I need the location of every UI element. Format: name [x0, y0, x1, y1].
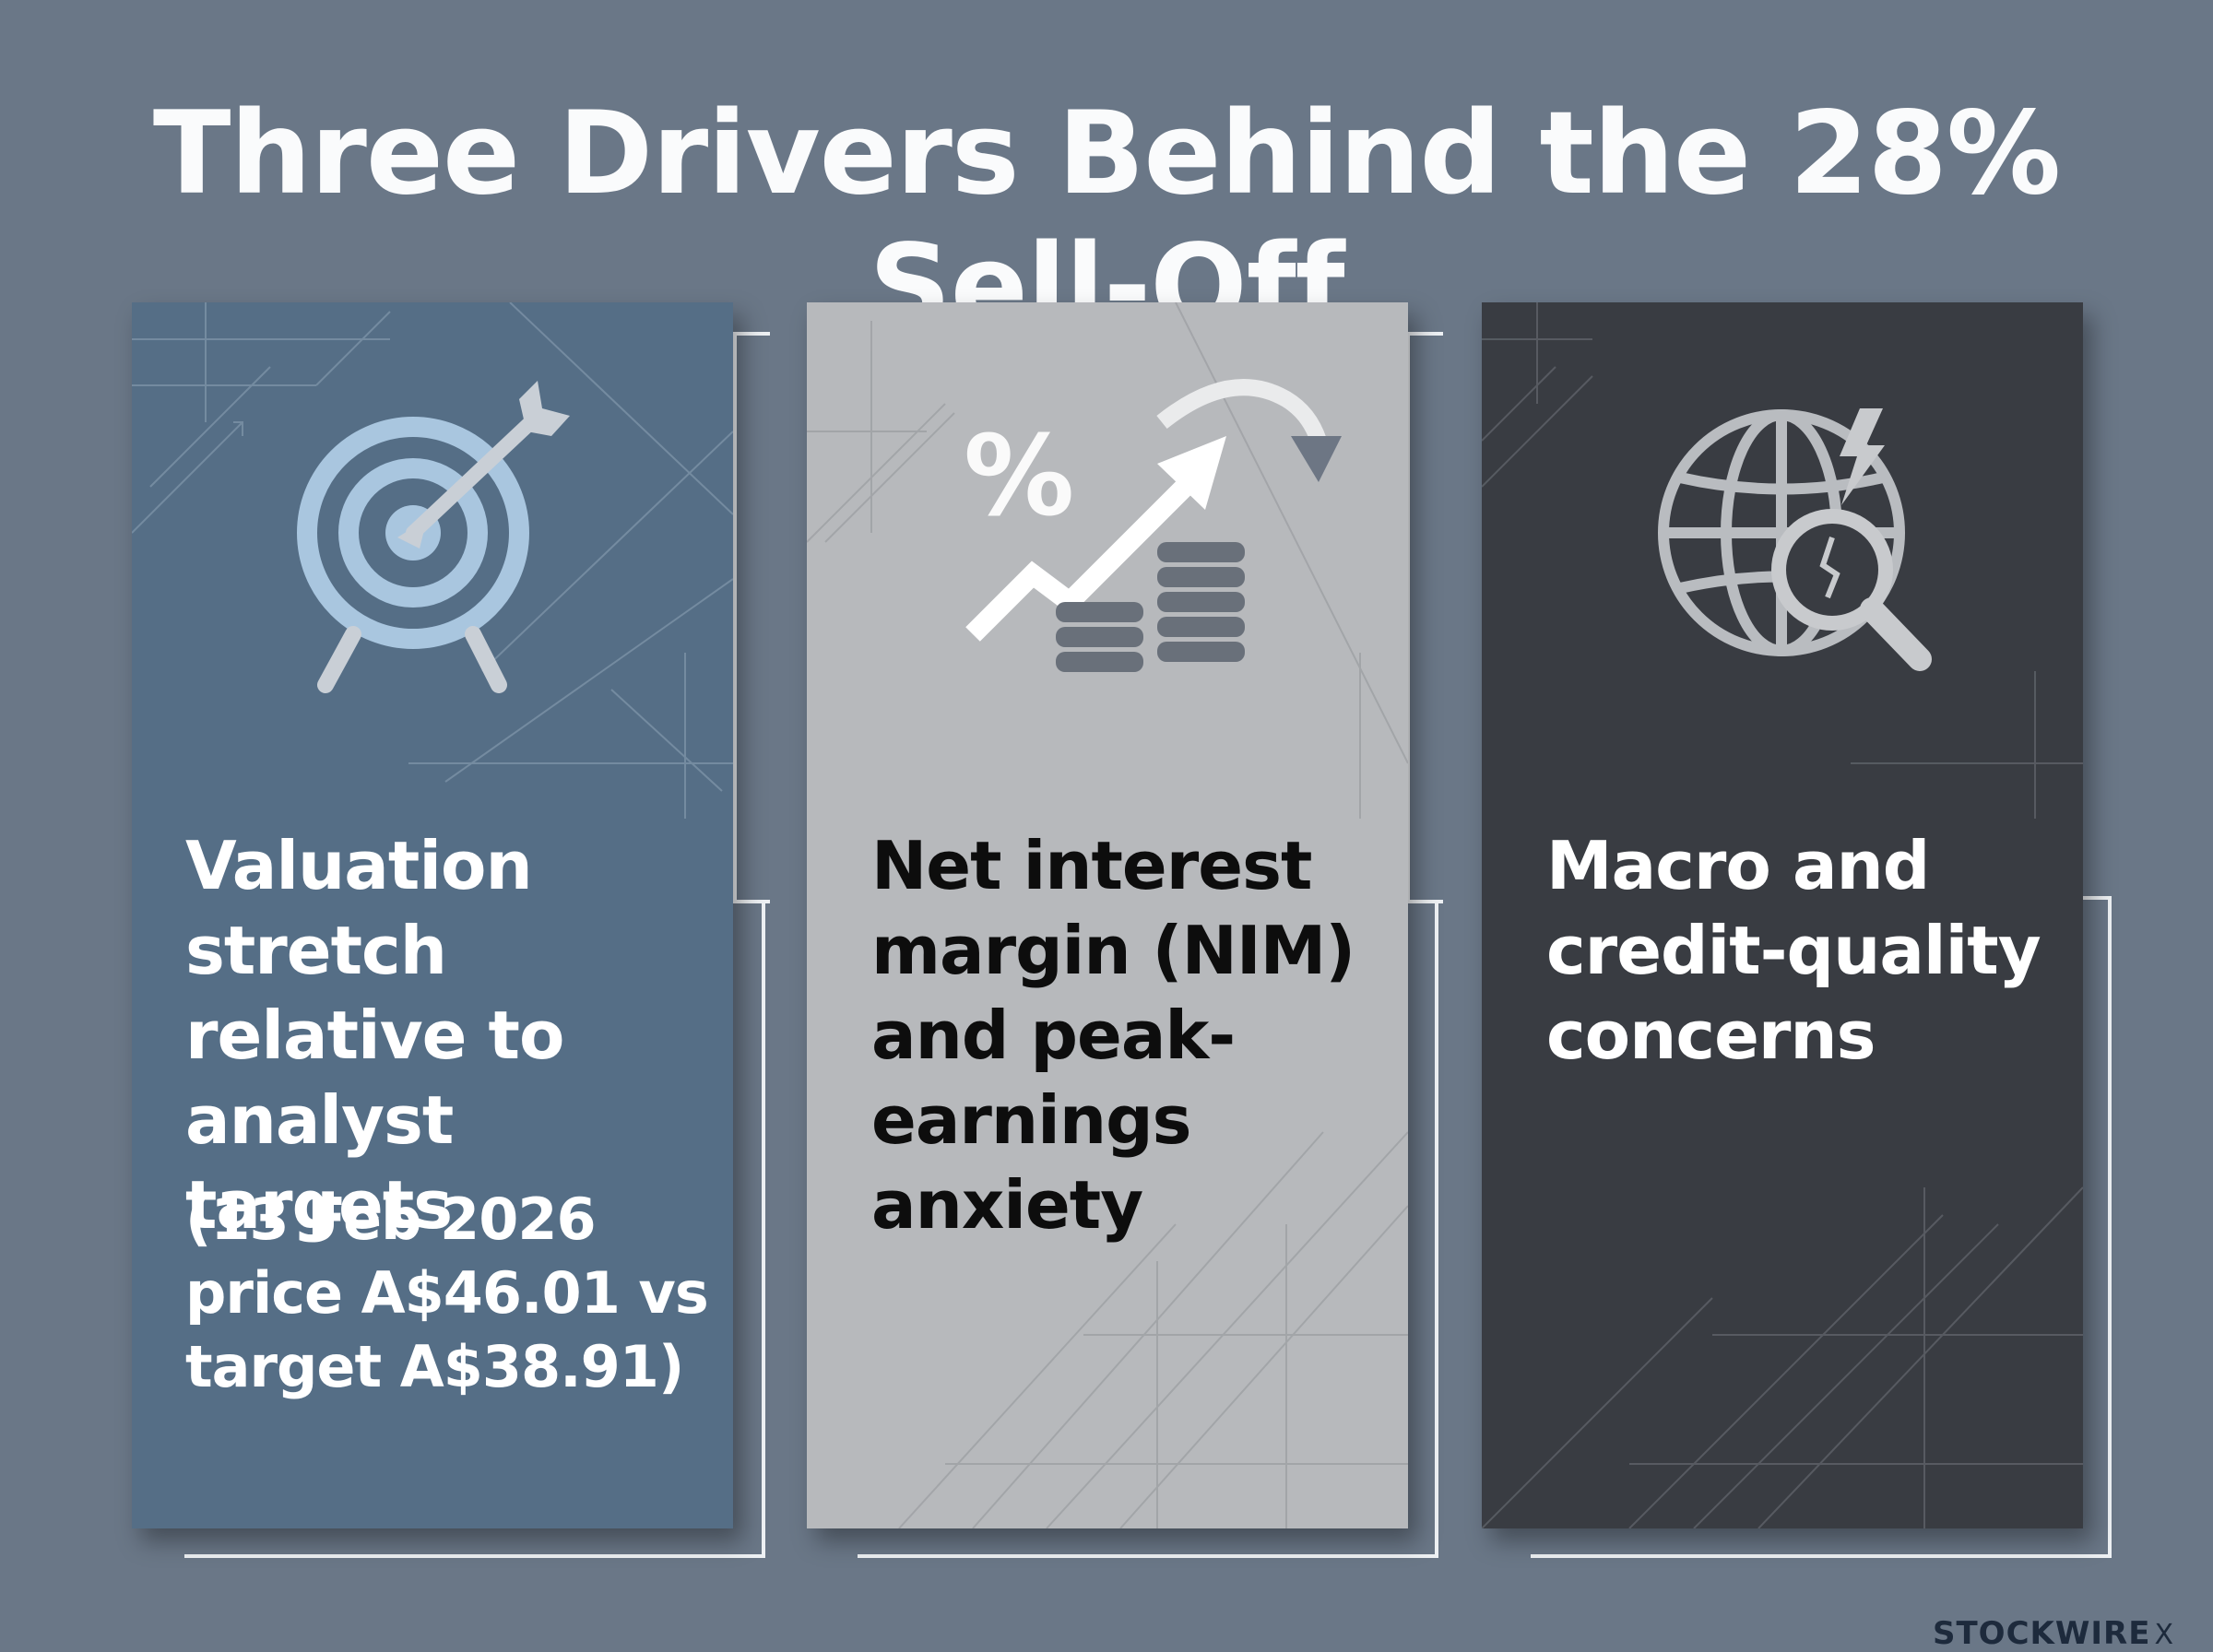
driver-card-valuation: Valuation stretch relative to analyst ta… — [132, 302, 733, 1528]
decorative-lines — [132, 302, 733, 819]
percent-trend-coins-icon: % — [964, 379, 1342, 672]
brand-name: STOCKWIRE — [1932, 1615, 2151, 1652]
driver-card-nim: % Net interest margin (NIM) and peak-ear… — [807, 302, 1408, 1528]
brand-logo: STOCKWIRE X — [1933, 1615, 2174, 1652]
decorative-lines — [807, 302, 1408, 1528]
driver-label: Net interest margin (NIM) and peak-earni… — [871, 827, 1355, 1244]
connector-bracket-2 — [858, 902, 1438, 1558]
driver-label: Macro and credit-quality concerns — [1546, 827, 2041, 1074]
connector-bracket-2b — [1406, 332, 1443, 903]
driver-card-macro: Macro and credit-quality concerns — [1482, 302, 2083, 1528]
connector-bracket-1 — [184, 902, 765, 1558]
decorative-lines — [1482, 302, 2083, 1528]
target-arrow-icon — [297, 381, 570, 693]
driver-note: (13 Feb 2026 price A$46.01 vs target A$3… — [185, 1186, 709, 1400]
svg-text:%: % — [964, 413, 1074, 541]
page-title: Three Drivers Behind the 28% Sell-Off — [152, 88, 2061, 353]
globe-magnifier-lightning-icon — [1658, 408, 1932, 671]
brand-mark: X — [2154, 1619, 2174, 1651]
driver-label: Valuation stretch relative to analyst ta… — [185, 827, 564, 1244]
connector-bracket-1b — [733, 332, 770, 903]
